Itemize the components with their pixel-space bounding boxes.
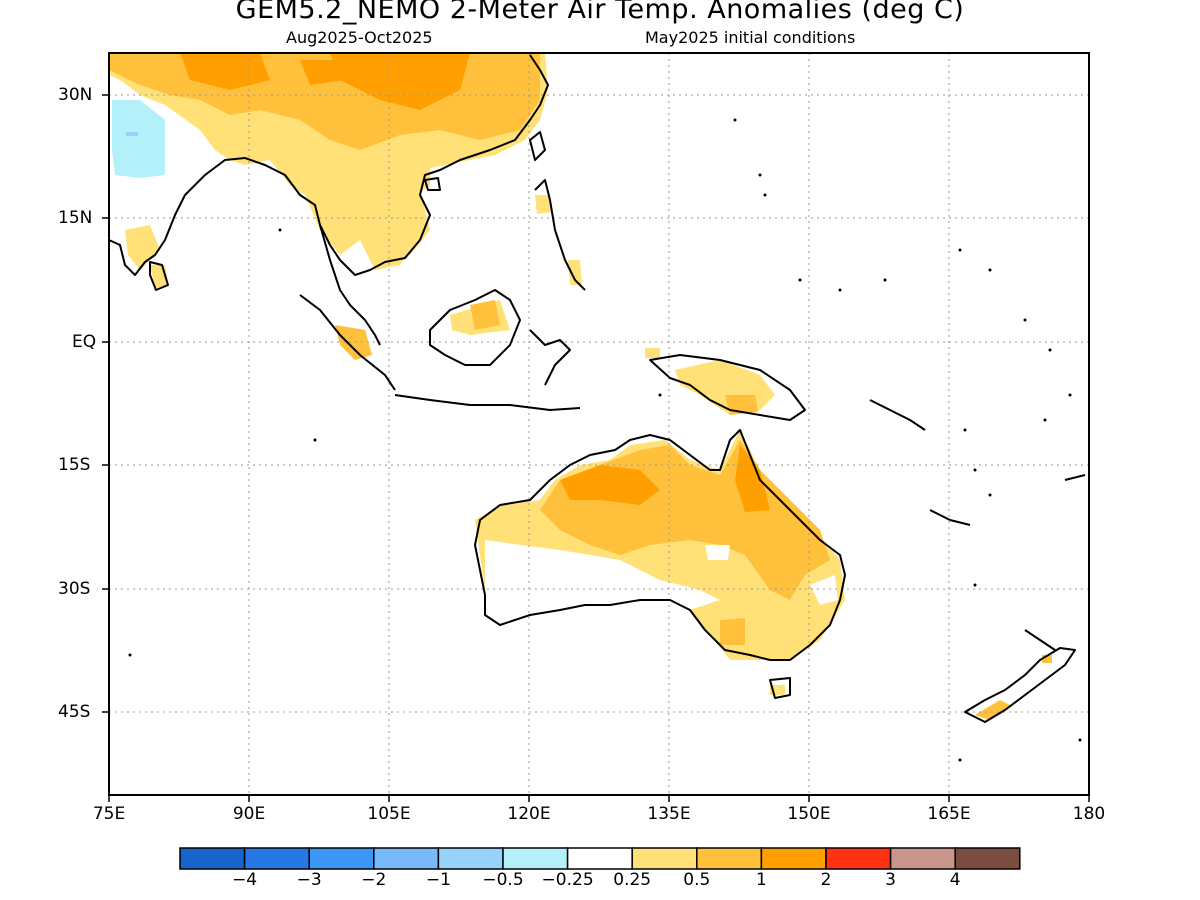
season-subtitle: Aug2025-Oct2025 [286,28,433,47]
map-title: GEM5.2_NEMO 2-Meter Air Temp. Anomalies … [235,0,965,25]
colorbar-swatch [954,847,1021,870]
lat-label-45s: 45S [58,702,91,722]
lon-label-135e: 135E [647,804,691,824]
colorbar-swatch [179,847,246,870]
colorbar-label: −0.25 [541,870,594,890]
lon-label-165e: 165E [927,804,971,824]
lon-label-120e: 120E [507,804,551,824]
colorbar-swatch [566,847,633,870]
initial-conditions-subtitle: May2025 initial conditions [645,28,856,47]
colorbar-label: 4 [949,870,961,890]
map-background [109,53,1089,795]
colorbar-swatch [631,847,698,870]
coastlines [108,54,1086,723]
colorbar-label: −2 [361,870,387,890]
colorbar-label: −1 [425,870,451,890]
colorbar-label: 3 [885,870,897,890]
colorbar-swatch [308,847,375,870]
colorbar-label: 2 [820,870,832,890]
lon-label-90e: 90E [232,804,266,824]
colorbar-label: −3 [296,870,322,890]
colorbar-label: 1 [755,870,767,890]
colorbar-label: 0.5 [683,870,711,890]
colorbar-swatch [825,847,892,870]
lon-label-75e: 75E [92,804,126,824]
colorbar-swatch [889,847,956,870]
colorbar-swatch [502,847,569,870]
colorbar-swatch [243,847,310,870]
colorbar-swatch [760,847,827,870]
graticule [109,53,1089,795]
lat-label-15s: 15S [58,455,91,475]
lon-label-180: 180 [1072,804,1106,824]
islands [128,118,1082,762]
map-frame [108,52,1090,796]
lat-label-30s: 30S [58,579,91,599]
axis-ticks [102,94,1090,802]
colorbar-label: −4 [232,870,258,890]
colorbar-swatch [696,847,763,870]
colorbar-swatch [373,847,440,870]
colorbar-label: 0.25 [613,870,652,890]
lat-label-15n: 15N [58,208,93,228]
colorbar-label: −0.5 [482,870,524,890]
lat-label-30n: 30N [58,85,93,105]
anomaly-shading [109,53,1052,720]
colorbar [179,847,1021,870]
lon-label-150e: 150E [787,804,831,824]
lon-label-105e: 105E [367,804,411,824]
lat-label-eq: EQ [72,332,97,352]
colorbar-swatch [437,847,504,870]
